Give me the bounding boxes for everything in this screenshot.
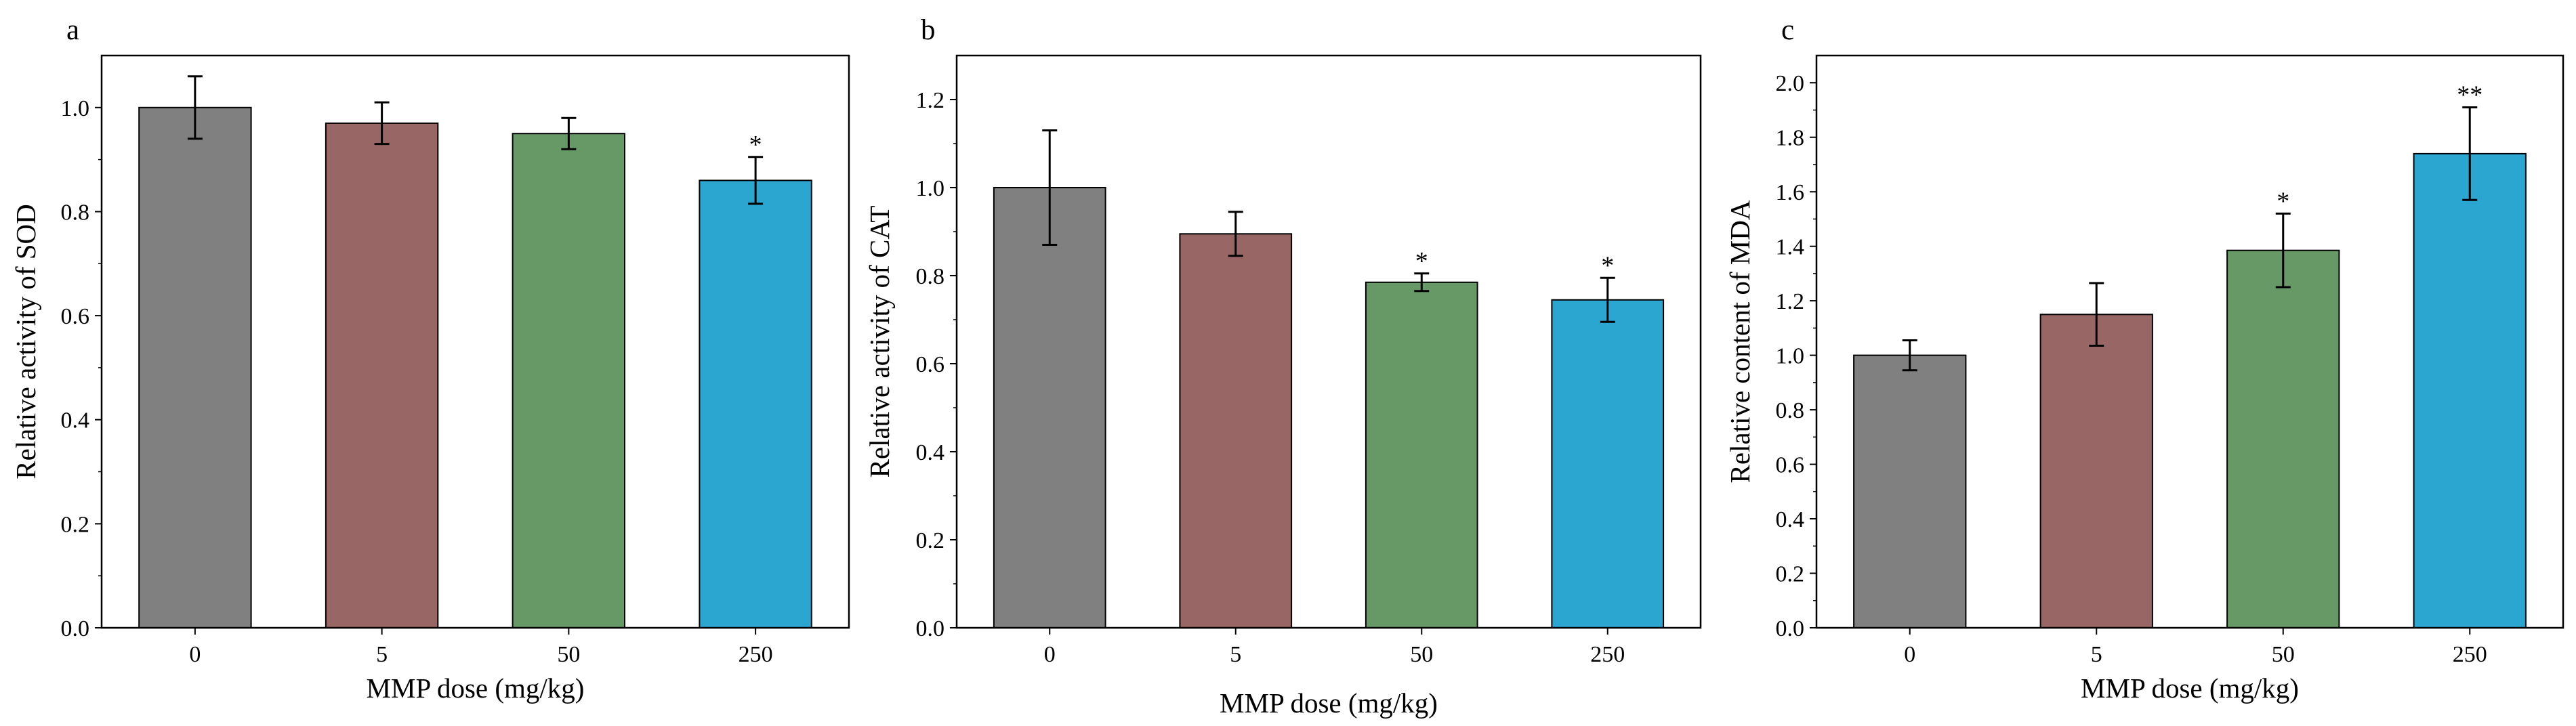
x-tick-label: 0	[1904, 642, 1915, 667]
bar-50	[2226, 249, 2340, 628]
y-tick-label: 0.6	[1776, 453, 1805, 478]
y-tick-label: 0.0	[61, 616, 90, 641]
bar-5	[325, 122, 439, 628]
y-tick-label: 0.4	[1776, 507, 1805, 532]
bar-0	[993, 187, 1106, 628]
bar-5	[1179, 233, 1293, 629]
x-tick-label: 250	[739, 642, 773, 667]
x-axis-title: MMP dose (mg/kg)	[1220, 687, 1438, 719]
x-tick-label: 50	[2272, 642, 2295, 667]
y-tick-label: 2.0	[1776, 71, 1805, 96]
chart-panel-a: 0 5 50 * 250 0.0 0.2 0.4 0.6 0.8 1.0 Relative activ…	[0, 0, 858, 726]
y-axis-title: Relative content of MDA	[1724, 200, 1756, 483]
significance-mark: *	[1601, 251, 1614, 280]
y-tick-label: 1.6	[1776, 180, 1805, 205]
x-axis-title: MMP dose (mg/kg)	[2081, 672, 2299, 704]
x-tick-label: 0	[1044, 642, 1056, 667]
bar-250	[699, 179, 812, 628]
plot-frame	[100, 54, 850, 629]
y-tick-label: 0.8	[1776, 398, 1805, 423]
x-axis-title: MMP dose (mg/kg)	[367, 672, 585, 704]
bar-chart-cat: 0 5 * 50 * 250 0.0 0.2 0.4 0.6 0.8 1.0 1.2 Relative a…	[864, 14, 1702, 719]
y-tick-label: 1.8	[1776, 126, 1805, 151]
chart-panel-c: 0 5 * 50 ** 250 0.0 0.2 0.4 0.6 0.8 1.0 1.2 1.4 1.6 1.8…	[1717, 0, 2576, 726]
x-tick-label: 50	[557, 642, 580, 667]
significance-mark: *	[1415, 247, 1428, 276]
x-tick-label: 5	[376, 642, 388, 667]
y-axis-title: Relative activity of SOD	[10, 204, 41, 479]
bar-chart-sod: 0 5 50 * 250 0.0 0.2 0.4 0.6 0.8 1.0 Relative activ…	[10, 14, 850, 704]
chart-panel-b: 0 5 * 50 * 250 0.0 0.2 0.4 0.6 0.8 1.0 1.2 Relative a…	[858, 0, 1717, 726]
y-tick-label: 1.2	[1776, 289, 1805, 314]
bar-5	[2039, 314, 2153, 628]
y-tick-label: 0.2	[61, 512, 90, 537]
panel-letter: c	[1781, 14, 1794, 46]
y-tick-label: 0.8	[61, 200, 90, 226]
significance-mark: *	[2277, 187, 2289, 215]
bar-chart-mda: 0 5 * 50 ** 250 0.0 0.2 0.4 0.6 0.8 1.0 1.2 1.4 1.6 1.8…	[1724, 14, 2564, 704]
y-tick-label: 0.4	[61, 408, 90, 433]
y-tick-label: 0.0	[916, 616, 945, 641]
plot-frame	[1815, 54, 2564, 629]
y-tick-label: 1.2	[916, 88, 945, 113]
x-tick-label: 250	[1590, 642, 1625, 667]
bar-50	[512, 133, 625, 628]
y-tick-label: 0.8	[916, 264, 945, 289]
bar-250	[2413, 152, 2527, 628]
x-tick-label: 5	[1230, 642, 1241, 667]
y-tick-label: 1.0	[1776, 344, 1805, 369]
y-tick-label: 0.2	[916, 528, 945, 553]
bar-0	[138, 106, 252, 629]
y-tick-label: 1.4	[1776, 235, 1805, 260]
y-tick-label: 0.0	[1776, 616, 1805, 641]
significance-mark: **	[2457, 81, 2482, 110]
x-tick-label: 5	[2091, 642, 2102, 667]
x-tick-label: 250	[2453, 642, 2487, 667]
bar-0	[1853, 354, 1967, 628]
x-tick-label: 50	[1410, 642, 1433, 667]
x-tick-label: 0	[189, 642, 201, 667]
y-tick-label: 0.6	[61, 304, 90, 329]
y-tick-label: 0.6	[916, 352, 945, 377]
panel-letter: b	[921, 14, 936, 46]
bar-50	[1365, 281, 1478, 628]
y-tick-label: 1.0	[916, 176, 945, 201]
y-tick-label: 0.2	[1776, 562, 1805, 587]
y-tick-label: 1.0	[61, 96, 90, 121]
plot-frame	[955, 54, 1702, 629]
bar-250	[1551, 299, 1665, 628]
panel-letter: a	[66, 14, 79, 46]
significance-mark: *	[749, 131, 762, 159]
y-tick-label: 0.4	[916, 440, 945, 465]
y-axis-title: Relative activity of CAT	[864, 206, 895, 478]
